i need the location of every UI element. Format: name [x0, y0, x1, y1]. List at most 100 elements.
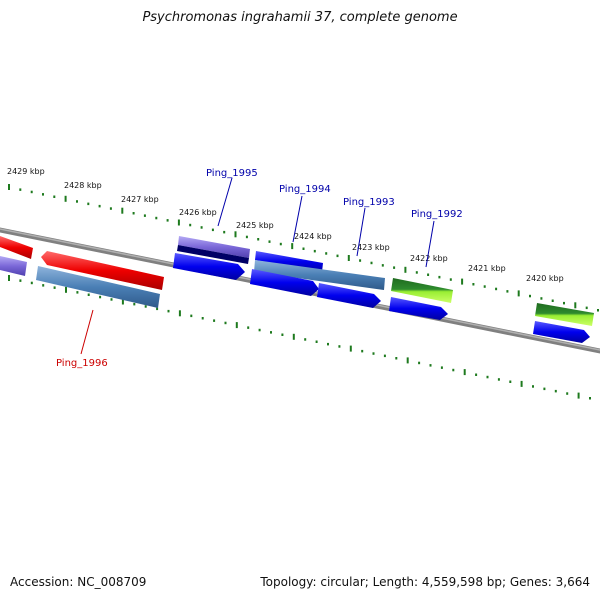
scale-label: 2424 kbp — [294, 232, 332, 241]
minor-tick — [270, 331, 272, 334]
minor-tick — [19, 188, 22, 191]
minor-tick — [313, 249, 316, 253]
minor-tick — [585, 306, 588, 310]
minor-tick — [144, 305, 147, 308]
gene-lower-blue-1[interactable] — [173, 253, 245, 280]
leader-ping-1993 — [356, 207, 366, 257]
minor-tick — [551, 299, 554, 302]
minor-tick — [532, 385, 534, 388]
major-tick — [121, 298, 124, 305]
gene-lower-blue-3[interactable] — [317, 283, 381, 308]
gene-label-ping-1993[interactable]: Ping_1993 — [343, 197, 395, 208]
outer-tick-track — [8, 184, 599, 312]
scale-label: 2429 kbp — [7, 167, 45, 176]
major-tick — [8, 275, 10, 281]
minor-tick — [336, 254, 339, 258]
gene-label-ping-1996[interactable]: Ping_1996 — [56, 358, 108, 369]
minor-tick — [76, 200, 78, 203]
major-tick — [291, 243, 294, 250]
minor-tick — [589, 397, 591, 400]
minor-tick — [213, 319, 216, 322]
minor-tick — [201, 317, 204, 320]
minor-tick — [429, 364, 432, 367]
gene-label-ping-1992[interactable]: Ping_1992 — [411, 209, 463, 220]
gene-label-ping-1995[interactable]: Ping_1995 — [206, 168, 258, 179]
inner-tick-track — [8, 275, 591, 400]
minor-tick — [245, 235, 248, 239]
minor-tick — [395, 357, 398, 360]
minor-tick — [506, 290, 509, 293]
minor-tick — [109, 207, 112, 210]
minor-tick — [87, 293, 90, 296]
minor-tick — [42, 284, 45, 287]
scale-labels: 2429 kbp 2428 kbp 2427 kbp 2426 kbp 2425… — [7, 167, 564, 283]
minor-tick — [418, 361, 421, 365]
gene-green-right-block[interactable] — [535, 303, 594, 326]
gene-lower-left-purple[interactable] — [0, 256, 27, 276]
gene-ping-1996-upper-left[interactable] — [0, 236, 33, 259]
gene-lower-blue-4[interactable] — [389, 297, 448, 320]
minor-tick — [224, 321, 227, 325]
minor-tick — [53, 286, 56, 289]
minor-tick — [393, 266, 396, 269]
minor-tick — [30, 281, 33, 285]
leader-ping-1995 — [217, 177, 233, 227]
minor-tick — [483, 285, 486, 288]
gene-ping-1992-block[interactable] — [391, 278, 453, 303]
scale-label: 2427 kbp — [121, 195, 159, 204]
leader-ping-1996 — [80, 309, 94, 355]
minor-tick — [155, 216, 158, 220]
major-tick — [235, 322, 238, 329]
gene-label-ping-1994[interactable]: Ping_1994 — [279, 184, 331, 195]
minor-tick — [563, 301, 565, 305]
minor-tick — [509, 380, 512, 383]
major-tick — [574, 302, 577, 309]
minor-tick — [475, 373, 478, 376]
minor-tick — [53, 195, 56, 198]
major-tick — [520, 380, 523, 387]
gene-steel-block[interactable] — [254, 260, 385, 290]
gene-lower-steel[interactable] — [36, 266, 160, 308]
minor-tick — [486, 375, 489, 379]
major-tick — [517, 290, 520, 297]
genome-summary-text: Topology: circular; Length: 4,559,598 bp… — [260, 575, 590, 589]
minor-tick — [440, 366, 443, 369]
scale-label: 2421 kbp — [468, 264, 506, 273]
minor-tick — [257, 238, 260, 241]
major-tick — [65, 286, 67, 293]
minor-tick — [554, 389, 557, 393]
gene-ping-1995-block[interactable] — [177, 236, 250, 264]
minor-tick — [167, 309, 170, 313]
minor-tick — [370, 261, 373, 265]
minor-tick — [302, 247, 305, 250]
major-tick — [292, 333, 295, 340]
scale-label: 2428 kbp — [64, 181, 102, 190]
minor-tick — [247, 326, 250, 329]
minor-tick — [110, 298, 113, 301]
minor-tick — [427, 273, 430, 276]
gene-ping-1996[interactable] — [41, 251, 164, 290]
scale-label: 2422 kbp — [410, 254, 448, 263]
gene-ping-1994-block[interactable] — [255, 251, 323, 272]
minor-tick — [87, 202, 90, 206]
gene-lower-blue-2[interactable] — [250, 269, 319, 296]
scale-label: 2420 kbp — [526, 274, 564, 283]
minor-tick — [597, 309, 599, 312]
major-tick — [64, 195, 67, 202]
gene-lower-blue-5[interactable] — [533, 321, 590, 343]
scale-label: 2426 kbp — [179, 208, 217, 217]
major-tick — [177, 219, 180, 226]
minor-tick — [449, 278, 452, 281]
minor-tick — [338, 345, 341, 348]
minor-tick — [156, 307, 159, 311]
accession-text: Accession: NC_008709 — [10, 575, 147, 589]
minor-tick — [189, 223, 192, 227]
minor-tick — [327, 342, 329, 346]
minor-tick — [325, 252, 328, 255]
minor-tick — [258, 328, 261, 332]
minor-tick — [166, 219, 169, 222]
minor-tick — [132, 212, 135, 215]
minor-tick — [200, 226, 203, 229]
minor-tick — [359, 259, 362, 262]
